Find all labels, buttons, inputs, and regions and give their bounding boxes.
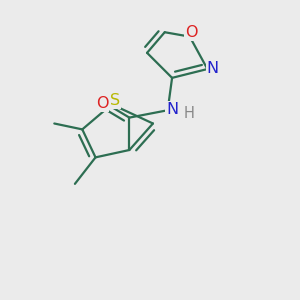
Text: N: N bbox=[166, 102, 178, 117]
Text: O: O bbox=[96, 96, 109, 111]
Text: S: S bbox=[110, 93, 120, 108]
Text: N: N bbox=[206, 61, 218, 76]
Text: H: H bbox=[183, 106, 194, 121]
Text: O: O bbox=[185, 25, 197, 40]
